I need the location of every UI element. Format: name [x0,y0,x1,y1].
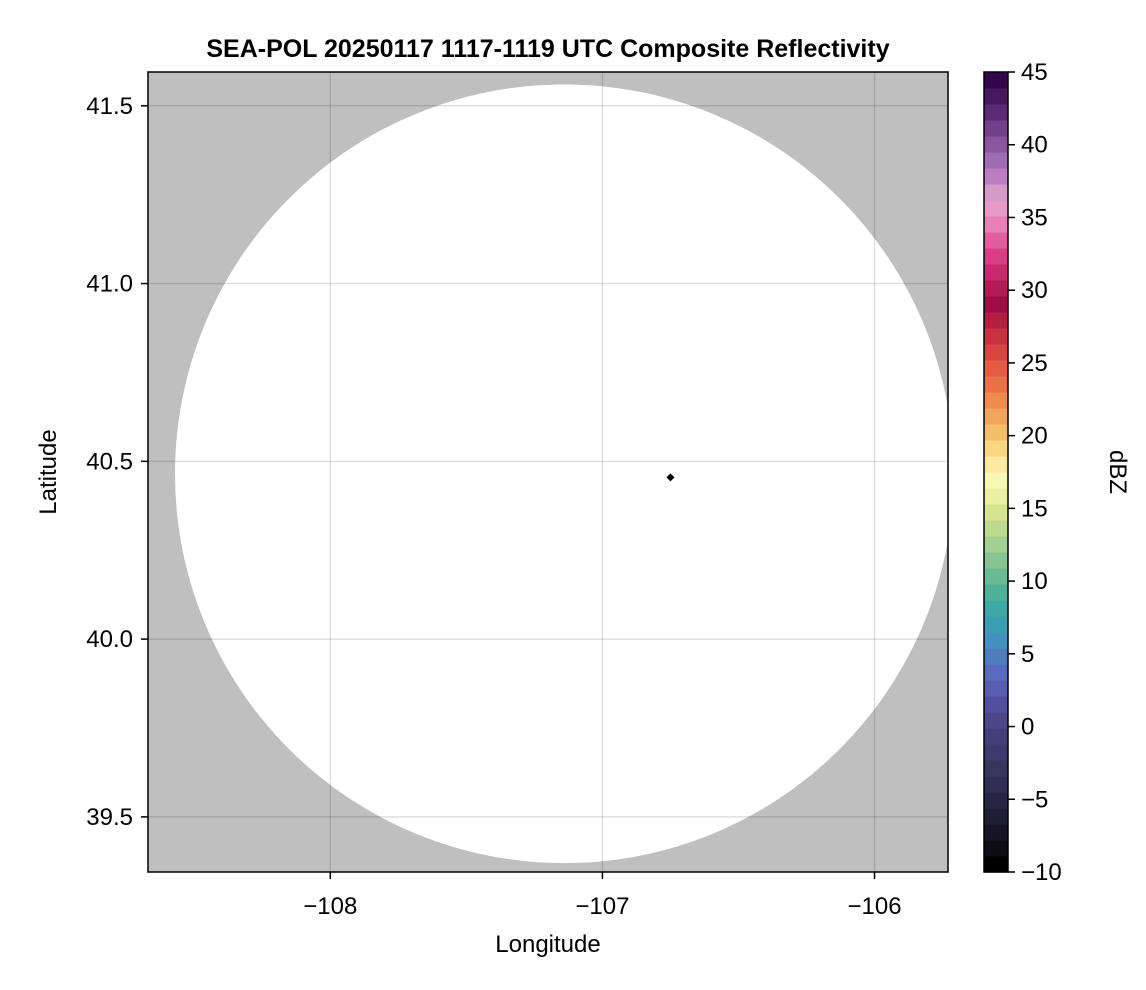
colorbar-tick-label: 25 [1021,350,1048,377]
colorbar-segment [984,312,1008,329]
radar-coverage-circle [175,84,948,863]
colorbar-segment [984,232,1008,249]
colorbar-segment [984,824,1008,841]
colorbar-frame [983,71,1009,873]
colorbar-segment [984,600,1008,617]
colorbar-segment [984,120,1008,137]
colorbar-segment [984,344,1008,361]
colorbar-segment [984,424,1008,441]
colorbar-segment [984,664,1008,681]
colorbar-segment [984,456,1008,473]
colorbar-segment [984,744,1008,761]
chart-title: SEA-POL 20250117 1117-1119 UTC Composite… [206,35,889,63]
colorbar-segment [984,328,1008,345]
colorbar-segment [984,168,1008,185]
colorbar-segment [984,376,1008,393]
y-axis-ticks: 39.5 40.0 40.5 41.0 41.5 [86,93,148,831]
colorbar [983,71,1009,873]
colorbar-segment [984,392,1008,409]
colorbar-segment [984,536,1008,553]
colorbar-segment [984,616,1008,633]
colorbar-segment [984,296,1008,313]
colorbar-segment [984,152,1008,169]
y-tick-label: 40.5 [86,448,133,475]
colorbar-segment [984,696,1008,713]
y-axis-label: Latitude [35,429,62,514]
x-tick-label: −107 [575,893,629,920]
colorbar-ticks: −10 −5 0 5 10 15 20 25 30 35 40 45 [1008,59,1062,886]
colorbar-segment [984,712,1008,729]
colorbar-segment [984,552,1008,569]
colorbar-segment [984,72,1008,89]
colorbar-segment [984,584,1008,601]
colorbar-segment [984,648,1008,665]
colorbar-segment [984,808,1008,825]
colorbar-tick-label: 10 [1021,568,1048,595]
colorbar-segment [984,728,1008,745]
colorbar-segment [984,200,1008,217]
colorbar-segment [984,360,1008,377]
colorbar-label: dBZ [1104,450,1131,494]
plot-area [147,71,949,873]
radar-site-marker [666,473,675,482]
colorbar-segment [984,216,1008,233]
colorbar-segment [984,184,1008,201]
colorbar-segment [984,520,1008,537]
colorbar-tick-label: 40 [1021,132,1048,159]
y-tick-label: 40.0 [86,626,133,653]
colorbar-tick-label: 30 [1021,277,1048,304]
colorbar-segment [984,280,1008,297]
colorbar-segment [984,408,1008,425]
x-axis-label: Longitude [495,931,600,958]
colorbar-segment [984,792,1008,809]
colorbar-segment [984,88,1008,105]
colorbar-segment [984,680,1008,697]
colorbar-tick-label: −5 [1021,786,1048,813]
colorbar-tick-label: 0 [1021,714,1034,741]
colorbar-segment [984,840,1008,857]
plot-frame [147,71,949,873]
x-axis-ticks: −108 −107 −106 [303,872,902,920]
colorbar-segment [984,488,1008,505]
colorbar-tick-label: 35 [1021,204,1048,231]
x-tick-label: −108 [303,893,357,920]
colorbar-tick-label: −10 [1021,859,1062,886]
colorbar-segment [984,472,1008,489]
colorbar-segment [984,440,1008,457]
colorbar-segment [984,776,1008,793]
colorbar-segment [984,264,1008,281]
colorbar-segment [984,760,1008,777]
colorbar-segment [984,856,1008,873]
grid-lines [148,72,948,872]
colorbar-tick-label: 15 [1021,495,1048,522]
colorbar-segment [984,104,1008,121]
colorbar-segment [984,248,1008,265]
colorbar-tick-label: 5 [1021,641,1034,668]
colorbar-tick-label: 20 [1021,423,1048,450]
y-tick-label: 41.5 [86,93,133,120]
x-tick-label: −106 [847,893,901,920]
colorbar-segment [984,632,1008,649]
colorbar-segment [984,136,1008,153]
colorbar-segment [984,568,1008,585]
y-tick-label: 39.5 [86,804,133,831]
y-tick-label: 41.0 [86,271,133,298]
colorbar-tick-label: 45 [1021,59,1048,86]
colorbar-segment [984,504,1008,521]
